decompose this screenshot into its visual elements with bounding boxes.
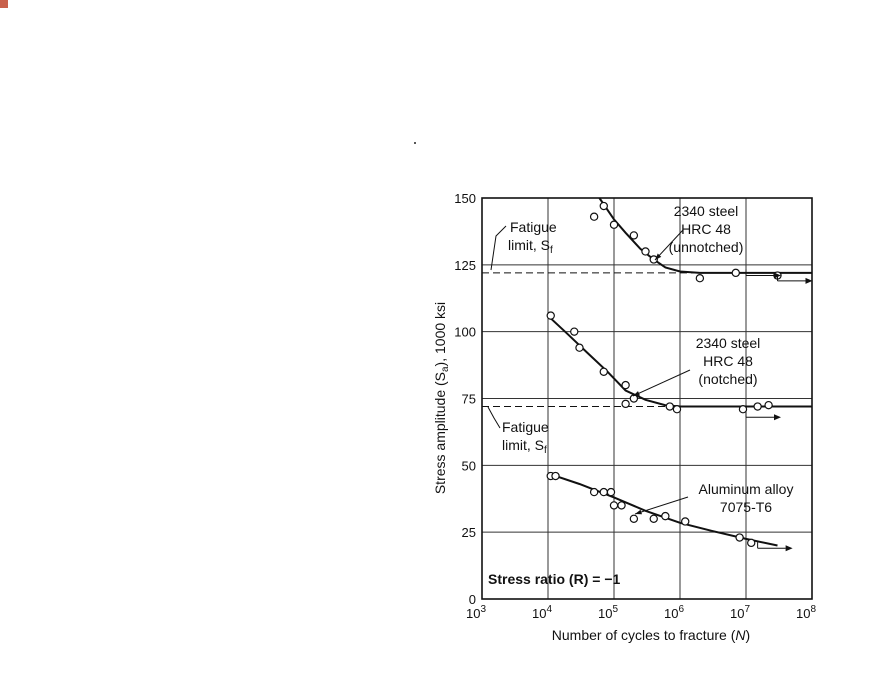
plot-frame xyxy=(481,197,813,600)
data-point xyxy=(621,399,630,409)
data-point xyxy=(589,487,599,497)
y-axis-title: Stress amplitude (Sa), 1000 ksi xyxy=(432,302,451,494)
data-point xyxy=(649,255,658,264)
series-label-line: 2340 steel xyxy=(696,335,761,351)
y-tick-label: 125 xyxy=(454,258,476,273)
fatigue-label-line: limit, Sf xyxy=(502,437,547,456)
data-point xyxy=(629,514,639,524)
data-point xyxy=(747,538,756,548)
data-point xyxy=(672,404,682,414)
leader-notched xyxy=(632,369,691,397)
x-tick-label: 108 xyxy=(796,604,816,621)
series-label-line: HRC 48 xyxy=(681,221,731,237)
data-point xyxy=(735,533,744,542)
y-tick-label: 0 xyxy=(469,592,476,607)
data-point xyxy=(641,247,650,256)
data-point xyxy=(589,212,599,221)
runout-arrow xyxy=(757,542,793,552)
x-tick-label: 106 xyxy=(664,604,684,621)
runout-arrow xyxy=(776,274,813,284)
data-point xyxy=(621,380,630,390)
data-point xyxy=(661,511,670,521)
data-point xyxy=(609,220,619,229)
data-point xyxy=(617,501,626,510)
data-point xyxy=(546,311,555,320)
runout-arrow xyxy=(745,269,781,279)
leader-fatigue-bottom xyxy=(487,406,501,429)
runout-head xyxy=(805,277,813,284)
x-axis-title: Number of cycles to fracture (N) xyxy=(552,627,750,643)
fatigue-label-line: Fatigue xyxy=(510,219,557,235)
y-tick-labels: 0 25 50 75 100 125 150 xyxy=(454,191,476,607)
data-point xyxy=(649,514,658,524)
label-fatigue-limit-bottom: Fatigue limit, Sf xyxy=(502,419,549,456)
leader-notched-head xyxy=(633,391,640,396)
y-tick-label: 100 xyxy=(454,325,476,340)
leader-lines xyxy=(487,225,691,515)
data-point xyxy=(695,274,705,283)
data-point xyxy=(575,343,584,352)
data-point xyxy=(599,367,608,376)
data-point xyxy=(599,487,608,497)
y-tick-label: 50 xyxy=(462,458,476,473)
data-point xyxy=(764,400,773,410)
label-unnotched: 2340 steel HRC 48 (unnotched) xyxy=(669,203,744,255)
label-notched: 2340 steel HRC 48 (notched) xyxy=(696,335,761,387)
data-point xyxy=(629,394,639,403)
runout-head xyxy=(785,545,793,552)
x-tick-label: 107 xyxy=(730,604,750,621)
runout-head xyxy=(774,414,781,421)
stress-ratio-label: Stress ratio (R) = −1 xyxy=(488,571,620,587)
series-label-line: Aluminum alloy xyxy=(699,481,794,497)
leader-unnotched-head xyxy=(655,253,662,260)
x-tick-labels: 103 104 105 106 107 108 xyxy=(466,604,816,621)
data-point xyxy=(629,231,639,240)
data-point xyxy=(681,517,690,526)
data-point xyxy=(570,327,579,336)
leader-fatigue-top xyxy=(490,225,507,271)
x-tick-label: 105 xyxy=(598,604,618,621)
x-tick-label: 104 xyxy=(532,604,552,621)
data-point xyxy=(738,404,748,414)
data-point xyxy=(551,471,560,481)
y-tick-label: 25 xyxy=(462,525,476,540)
stray-dot xyxy=(414,142,416,144)
fatigue-label-line: limit, Sf xyxy=(508,237,553,256)
label-aluminum: Aluminum alloy 7075-T6 xyxy=(699,481,794,515)
series-label-line: HRC 48 xyxy=(703,353,753,369)
corner-accent xyxy=(0,0,8,8)
fatigue-label-line: Fatigue xyxy=(502,419,549,435)
series-label-line: (notched) xyxy=(698,371,757,387)
y-tick-label: 150 xyxy=(454,191,476,206)
data-point xyxy=(599,201,608,211)
x-tick-label: 103 xyxy=(466,604,486,621)
data-point xyxy=(731,268,740,278)
data-points xyxy=(546,201,782,548)
runout-arrow xyxy=(745,411,781,421)
series-label-line: 2340 steel xyxy=(674,203,739,219)
leader-unnotched xyxy=(654,229,684,261)
data-point xyxy=(665,402,674,411)
leader-aluminum xyxy=(634,496,689,515)
grid xyxy=(481,197,813,600)
label-fatigue-limit-top: Fatigue limit, Sf xyxy=(508,219,557,256)
series-label-line: (unnotched) xyxy=(669,239,744,255)
data-point xyxy=(606,487,616,497)
series-label-line: 7075-T6 xyxy=(720,499,772,515)
y-tick-label: 75 xyxy=(462,392,476,407)
fatigue-limit-lines xyxy=(482,272,812,408)
data-point xyxy=(753,402,762,411)
data-point xyxy=(609,501,619,510)
leader-aluminum-head xyxy=(635,509,642,515)
runout-arrows xyxy=(745,269,813,552)
